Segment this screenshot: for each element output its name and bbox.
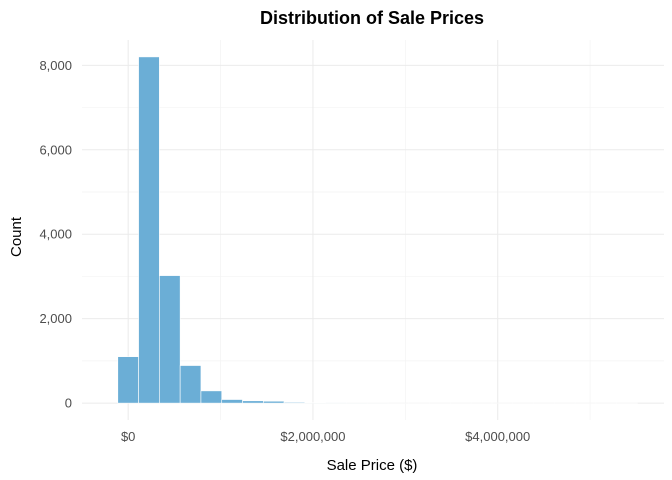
y-tick-label: 0 [65, 396, 72, 411]
x-axis-title: Sale Price ($) [327, 457, 418, 474]
histogram-bar [283, 401, 306, 404]
y-axis-title: Count [8, 216, 25, 257]
histogram-bar [242, 400, 264, 404]
histogram-bar [159, 275, 181, 404]
y-tick-label: 4,000 [39, 227, 72, 242]
histogram-bar [221, 399, 243, 404]
x-tick-label: $2,000,000 [280, 429, 345, 444]
histogram-bar [262, 400, 285, 404]
chart-title: Distribution of Sale Prices [260, 8, 484, 28]
histogram-bar [138, 56, 160, 404]
histogram-bar [179, 365, 202, 404]
x-tick-label: $4,000,000 [465, 429, 530, 444]
y-tick-label: 8,000 [39, 58, 72, 73]
histogram-bar [117, 356, 139, 404]
x-tick-label: $0 [121, 429, 135, 444]
bars [117, 56, 638, 404]
histogram-bar [200, 390, 223, 404]
y-tick-label: 2,000 [39, 311, 72, 326]
tick-labels: $0 $2,000,000 $4,000,000 0 2,000 4,000 6,000 8,… [39, 58, 530, 444]
y-tick-label: 6,000 [39, 142, 72, 157]
